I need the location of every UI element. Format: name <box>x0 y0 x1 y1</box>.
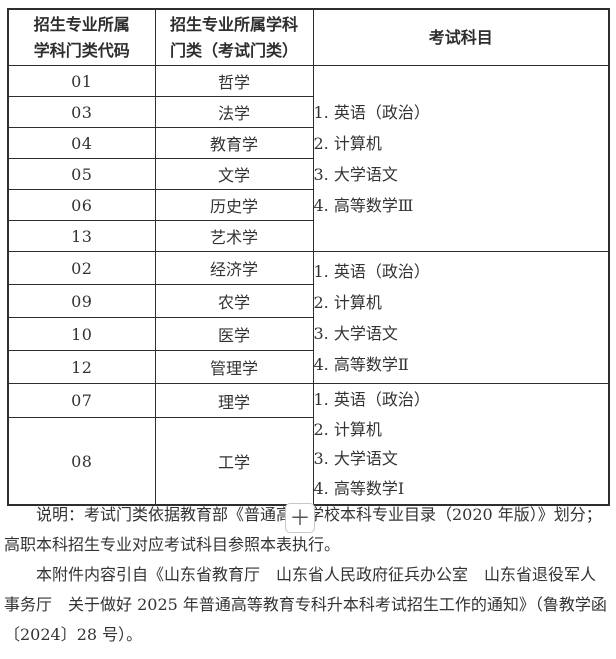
table-row: 13 艺术学 <box>7 220 609 252</box>
plus-icon: ＋ <box>289 505 311 530</box>
header-code-column: 招生专业所属 学科门类代码 <box>7 8 156 66</box>
notes-block: 说明：考试门类依据教育部《普通高等学校本科专业目录（2020 年版）》划分；高职… <box>4 500 608 650</box>
category-cell: 医学 <box>154 317 314 351</box>
header-category-column: 招生专业所属学科 门类（考试门类） <box>154 8 314 66</box>
category-cell: 农学 <box>154 284 314 318</box>
table-row: 09 农学 <box>7 284 609 318</box>
subject-line: 4. 高等数学Ⅰ <box>313 478 405 498</box>
table-header-row: 招生专业所属 学科门类代码 招生专业所属学科 门类（考试门类） 考试科目 <box>7 8 610 66</box>
category-cell: 管理学 <box>154 350 314 384</box>
code-cell: 08 <box>7 417 156 506</box>
category-cell: 法学 <box>154 96 314 128</box>
code-cell: 02 <box>7 251 156 285</box>
code-cell: 05 <box>7 158 156 190</box>
header-code-line2: 学科门类代码 <box>33 40 130 60</box>
subject-line: 1. 英语（政治） <box>313 261 430 281</box>
table-row: 03 法学 <box>7 96 609 128</box>
table-row: 08 工学 <box>7 417 609 506</box>
table-row: 02 经济学 1. 英语（政治） 2. 计算机 3. 大学语文 4. 高等数学Ⅱ <box>7 251 610 384</box>
subject-line: 2. 计算机 <box>313 133 382 153</box>
code-cell: 10 <box>7 317 156 351</box>
note-explanation: 说明：考试门类依据教育部《普通高等学校本科专业目录（2020 年版）》划分；高职… <box>4 505 602 554</box>
table-row: 10 医学 <box>7 317 609 351</box>
table-row: 01 哲学 1. 英语（政治） 2. 计算机 3. 大学语文 4. 高等数学Ⅲ <box>7 65 610 252</box>
subjects-cell-group2: 1. 英语（政治） 2. 计算机 3. 大学语文 4. 高等数学Ⅱ <box>312 251 610 384</box>
category-cell: 理学 <box>154 383 314 418</box>
subjects-cell-group3: 1. 英语（政治） 2. 计算机 3. 大学语文 4. 高等数学Ⅰ <box>312 383 610 506</box>
code-cell: 01 <box>7 65 156 97</box>
header-code-line1: 招生专业所属 <box>33 14 130 34</box>
subject-line: 2. 计算机 <box>313 419 382 439</box>
exam-subjects-table: 招生专业所属 学科门类代码 招生专业所属学科 门类（考试门类） 考试科目 01 … <box>7 8 610 506</box>
subject-line: 3. 大学语文 <box>313 449 398 468</box>
subject-line: 1. 英语（政治） <box>313 390 430 409</box>
category-cell: 教育学 <box>154 127 314 159</box>
header-subjects-column: 考试科目 <box>312 8 610 66</box>
category-cell: 艺术学 <box>154 220 314 252</box>
code-cell: 06 <box>7 189 156 221</box>
code-cell: 07 <box>7 383 156 418</box>
code-cell: 12 <box>7 350 156 384</box>
zoom-in-button[interactable]: ＋ <box>285 503 315 533</box>
category-cell: 文学 <box>154 158 314 190</box>
subject-line: 4. 高等数学Ⅱ <box>313 354 409 374</box>
code-cell: 04 <box>7 127 156 159</box>
subject-line: 2. 计算机 <box>313 292 382 312</box>
subjects-cell-group1: 1. 英语（政治） 2. 计算机 3. 大学语文 4. 高等数学Ⅲ <box>312 65 610 252</box>
category-cell: 历史学 <box>154 189 314 221</box>
table-row: 07 理学 1. 英语（政治） 2. 计算机 3. 大学语文 4. 高等数学Ⅰ <box>7 383 610 506</box>
category-cell: 工学 <box>154 417 314 506</box>
code-cell: 09 <box>7 284 156 318</box>
table-row: 04 教育学 <box>7 127 609 159</box>
category-cell: 哲学 <box>154 65 314 97</box>
header-category-line1: 招生专业所属学科 <box>169 14 298 34</box>
subject-line: 3. 大学语文 <box>313 164 398 184</box>
table-row: 12 管理学 <box>7 350 609 384</box>
table-row: 06 历史学 <box>7 189 609 221</box>
code-cell: 13 <box>7 220 156 252</box>
subject-line: 3. 大学语文 <box>313 323 398 343</box>
table-row: 05 文学 <box>7 158 609 190</box>
category-cell: 经济学 <box>154 251 314 285</box>
subject-line: 4. 高等数学Ⅲ <box>313 195 414 215</box>
code-cell: 03 <box>7 96 156 128</box>
subject-line: 1. 英语（政治） <box>313 102 430 122</box>
note-source: 本附件内容引自《山东省教育厅 山东省人民政府征兵办公室 山东省退役军人事务厅 关… <box>4 565 607 644</box>
header-category-line2: 门类（考试门类） <box>169 40 298 60</box>
